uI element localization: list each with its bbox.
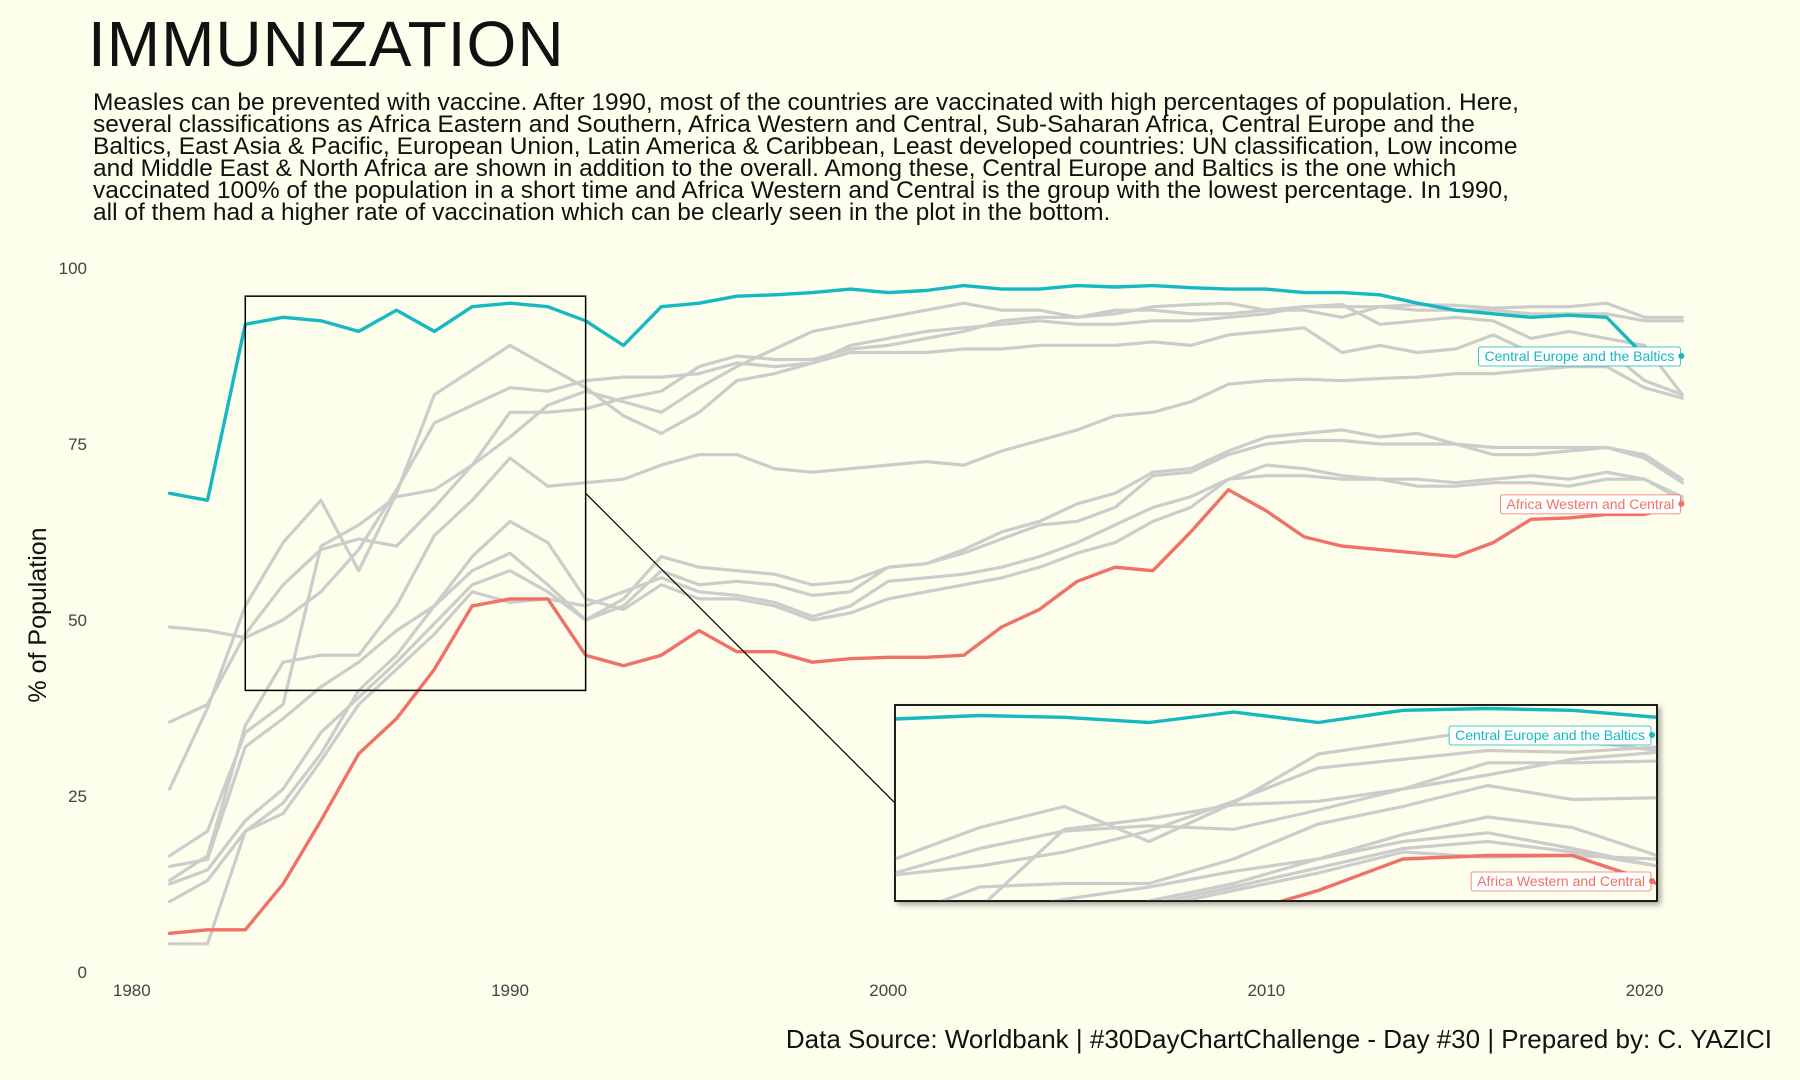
x-axis: 1980 1990 2000 2010 2020 — [113, 981, 1664, 1000]
inset-label-text-central-europe-and-the-baltics: Central Europe and the Baltics — [1455, 727, 1645, 743]
series-line-central-europe-and-the-baltics — [167, 283, 1685, 502]
series-group-highlight — [167, 283, 1685, 935]
x-tick-label-2000: 2000 — [869, 981, 907, 1000]
inset-series-line-other-2 — [984, 759, 1657, 901]
zoom-connector-line — [585, 492, 896, 804]
x-tick-label-1980: 1980 — [113, 981, 151, 1000]
inset-label-point-africa-western-and-central — [1649, 878, 1655, 884]
series-line-other-8 — [168, 326, 1684, 640]
main-label-text-africa-western-and-central: Africa Western and Central — [1507, 496, 1675, 512]
series-line-other-4 — [168, 303, 1684, 791]
x-tick-label-1990: 1990 — [491, 981, 529, 1000]
y-tick-label-25: 25 — [68, 787, 87, 806]
main-label-point-central-europe-and-the-baltics — [1678, 353, 1685, 359]
main-label-central-europe-and-the-baltics: Central Europe and the Baltics — [1478, 346, 1685, 367]
main-label-text-central-europe-and-the-baltics: Central Europe and the Baltics — [1484, 348, 1674, 364]
inset-series-line-central-europe-and-the-baltics — [895, 706, 1657, 725]
inset-series-line-other-5 — [1158, 839, 1657, 901]
x-tick-label-2020: 2020 — [1626, 981, 1664, 1000]
inset-series-line-other-9 — [1144, 815, 1657, 901]
series-line-africa-western-and-central — [167, 488, 1685, 935]
main-label-point-africa-western-and-central — [1678, 500, 1685, 507]
series-line-other-7 — [168, 365, 1684, 883]
inset-series-line-other-3 — [895, 750, 1657, 875]
main-label-africa-western-and-central: Africa Western and Central — [1500, 494, 1685, 515]
inset-panel: Central Europe and the Baltics Africa Wes… — [894, 704, 1658, 902]
inset-series-labels: Central Europe and the Baltics Africa Wes… — [1448, 725, 1655, 892]
inset-series-line-other-6 — [1046, 831, 1657, 901]
y-tick-label-100: 100 — [59, 259, 87, 278]
inset-series-group-other — [895, 727, 1657, 901]
inset-label-central-europe-and-the-baltics: Central Europe and the Baltics — [1448, 725, 1655, 746]
inset-label-text-africa-western-and-central: Africa Western and Central — [1477, 873, 1645, 889]
inset-border — [894, 704, 1658, 902]
chart-caption: Data Source: Worldbank | #30DayChartChal… — [785, 1024, 1772, 1054]
inset-series-line-other-4 — [895, 727, 1657, 861]
chart-subtitle: Measles can be prevented with vaccine. A… — [93, 89, 1519, 226]
series-line-other-10 — [168, 474, 1684, 904]
y-axis: 0 25 50 75 100 — [59, 259, 87, 982]
series-line-other-2 — [168, 305, 1684, 858]
inset-series-group — [895, 706, 1657, 901]
inset-series-line-africa-western-and-central — [1275, 853, 1657, 901]
y-tick-label-75: 75 — [68, 435, 87, 454]
y-tick-label-50: 50 — [68, 611, 87, 630]
inset-label-point-central-europe-and-the-baltics — [1649, 732, 1655, 738]
inset-series-line-other-8 — [895, 745, 1657, 877]
inset-series-line-other-10 — [1174, 850, 1657, 901]
inset-label-africa-western-and-central: Africa Western and Central — [1470, 871, 1655, 892]
series-line-other-6 — [168, 438, 1684, 868]
x-tick-label-2010: 2010 — [1247, 981, 1285, 1000]
series-line-other-3 — [168, 301, 1684, 724]
series-labels: Central Europe and the Baltics Africa Wes… — [1478, 346, 1685, 515]
y-tick-label-0: 0 — [78, 963, 87, 982]
inset-series-line-other-7 — [937, 783, 1657, 901]
series-line-other-9 — [168, 463, 1684, 946]
page-title: IMMUNIZATION — [88, 8, 565, 80]
y-axis-label: % of Population — [24, 527, 52, 702]
inset-series-group-highlight — [895, 706, 1657, 901]
